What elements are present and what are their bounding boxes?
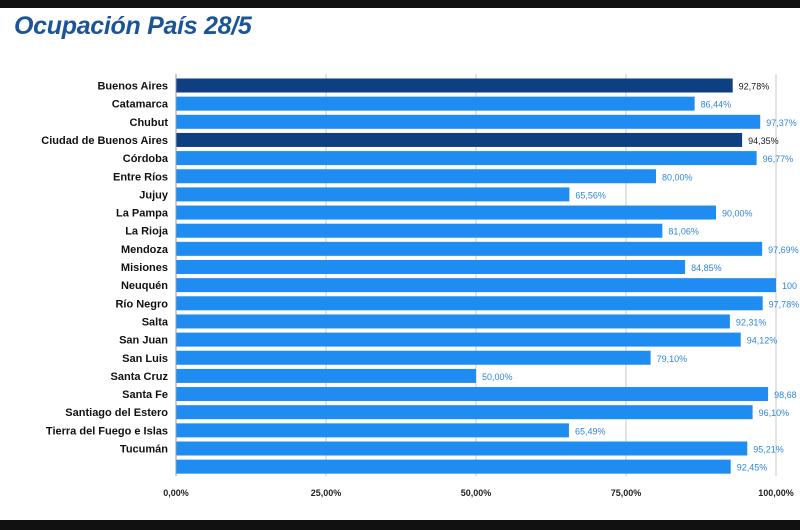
value-label: 80,00% xyxy=(662,172,693,182)
bar xyxy=(176,387,769,402)
value-label: 98,68 xyxy=(774,390,797,400)
bar xyxy=(176,132,743,147)
bar xyxy=(176,405,753,420)
value-label: 81,06% xyxy=(668,227,699,237)
bar xyxy=(176,260,686,274)
value-label: 65,49% xyxy=(575,426,606,436)
bar xyxy=(176,151,757,166)
bar xyxy=(176,368,476,383)
category-label: Santa Fe xyxy=(122,389,168,401)
category-label: San Juan xyxy=(119,335,168,347)
x-tick-label: 50,00% xyxy=(461,488,492,498)
bar xyxy=(176,205,716,220)
category-label: Mendoza xyxy=(121,244,169,256)
value-label: 84,85% xyxy=(691,263,722,273)
category-label: Catamarca xyxy=(112,99,169,111)
bar xyxy=(176,96,695,111)
bar xyxy=(176,423,569,438)
bar xyxy=(176,350,651,365)
chart-title: Ocupación País 28/5 xyxy=(14,12,252,40)
bar xyxy=(176,187,570,202)
value-label: 92,78% xyxy=(739,82,770,92)
value-label: 97,69% xyxy=(768,245,799,255)
value-label: 92,31% xyxy=(736,317,767,327)
x-tick-label: 100,00% xyxy=(758,488,794,498)
bar xyxy=(176,78,733,93)
category-label: La Pampa xyxy=(116,208,169,220)
value-label: 100 xyxy=(782,281,797,291)
value-label: 96,77% xyxy=(763,154,794,164)
x-tick-label: 0,00% xyxy=(163,488,189,498)
bar xyxy=(176,332,741,347)
bar xyxy=(176,169,656,184)
category-label: Santa Cruz xyxy=(111,371,169,383)
value-label: 90,00% xyxy=(722,209,753,219)
category-label: Neuquén xyxy=(121,280,168,292)
x-tick-label: 75,00% xyxy=(611,488,642,498)
value-label: 65,56% xyxy=(575,190,606,200)
category-label: Río Negro xyxy=(115,298,168,310)
category-label: Entre Ríos xyxy=(113,171,168,183)
bar xyxy=(176,278,776,293)
x-tick-label: 25,00% xyxy=(311,488,342,498)
value-label: 86,44% xyxy=(701,100,732,110)
bar xyxy=(176,241,763,256)
value-label: 96,10% xyxy=(759,408,790,418)
bar xyxy=(176,296,763,311)
category-label: Tucumán xyxy=(120,444,168,456)
value-label: 79,10% xyxy=(657,354,688,364)
category-label: La Rioja xyxy=(125,226,169,238)
value-label: 94,12% xyxy=(747,336,778,346)
bar xyxy=(176,223,663,238)
value-label: 92,45% xyxy=(737,463,768,473)
bar xyxy=(176,459,731,474)
category-label: Córdoba xyxy=(123,153,169,165)
category-label: San Luis xyxy=(122,353,168,365)
value-label: 94,35% xyxy=(748,136,779,146)
value-label: 97,78% xyxy=(769,299,800,309)
category-label: Tierra del Fuego e Islas xyxy=(46,425,168,437)
bar xyxy=(176,441,748,456)
category-label: Santiago del Estero xyxy=(65,407,168,419)
category-label: Jujuy xyxy=(139,189,169,201)
category-label: Ciudad de Buenos Aires xyxy=(41,135,168,147)
category-label: Buenos Aires xyxy=(97,81,168,93)
value-label: 50,00% xyxy=(482,372,513,382)
category-label: Misiones xyxy=(121,262,168,274)
category-label: Chubut xyxy=(130,117,169,129)
value-label: 95,21% xyxy=(753,445,784,455)
bar xyxy=(176,314,730,329)
bar xyxy=(176,114,761,129)
value-label: 97,37% xyxy=(766,118,797,128)
category-label: Salta xyxy=(142,316,169,328)
